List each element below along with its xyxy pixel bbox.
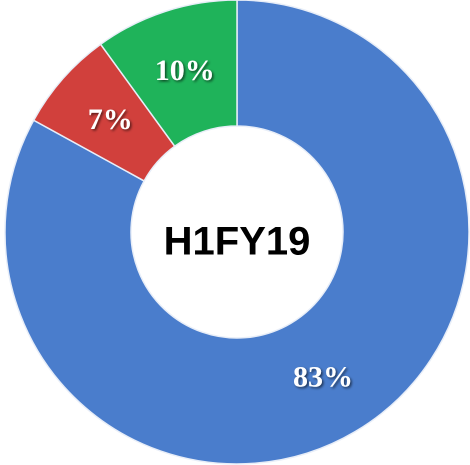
value-label: 83% (293, 360, 353, 393)
center-label: H1FY19 (164, 220, 311, 264)
slice (99, 0, 238, 148)
value-label: 7% (88, 103, 133, 136)
slice (4, 0, 470, 465)
value-label: 10% (155, 54, 215, 87)
slices (4, 0, 470, 465)
